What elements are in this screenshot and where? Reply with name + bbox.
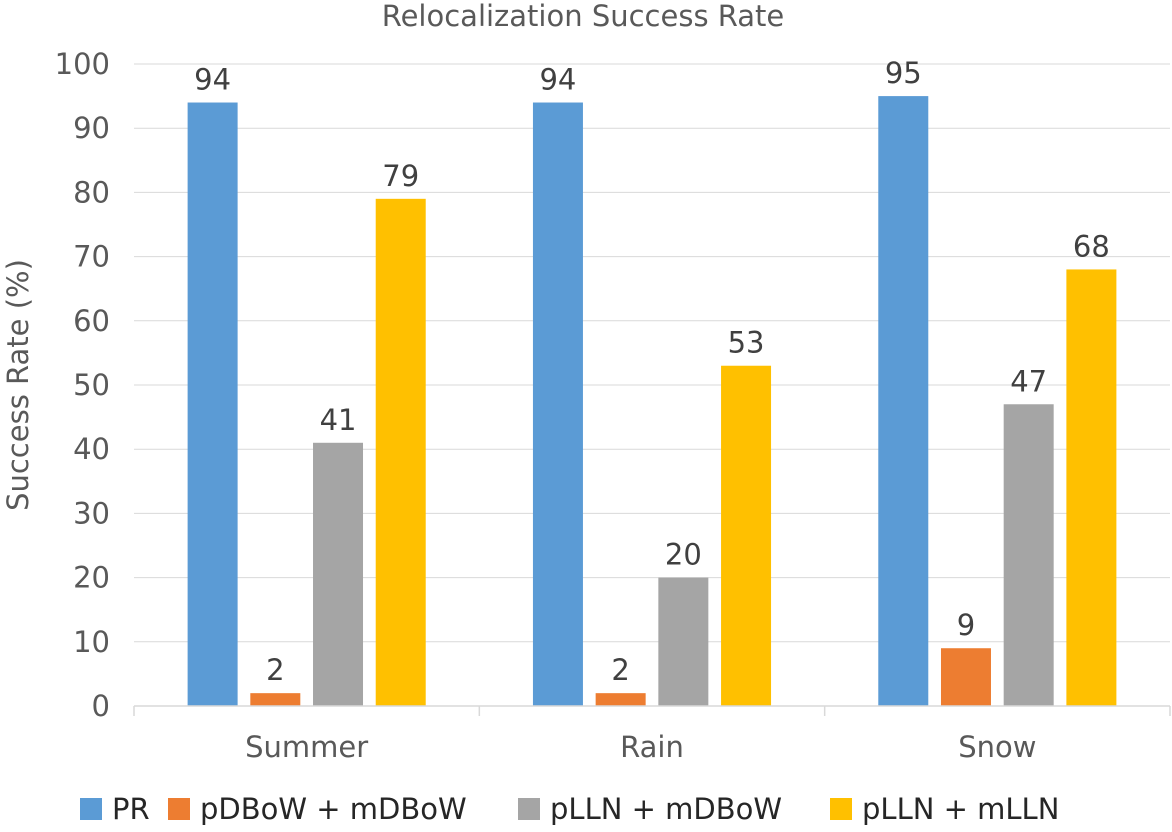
data-label: 41 (320, 403, 357, 437)
chart-title: Relocalization Success Rate (382, 0, 785, 33)
y-tick-label: 100 (55, 47, 110, 81)
data-label: 79 (382, 159, 419, 193)
data-label: 47 (1010, 364, 1047, 398)
legend: PR pDBoW + mDBoW pLLN + mDBoW pLLN + mLLN (80, 792, 1059, 826)
y-axis-ticks: 0 10 20 30 40 50 60 70 80 90 100 (55, 47, 110, 723)
y-tick-label: 10 (73, 625, 110, 659)
bar-summer-series-3 (375, 198, 426, 706)
legend-swatch (830, 798, 852, 820)
y-tick-label: 50 (73, 368, 110, 402)
bar-snow-series-1 (940, 648, 991, 706)
legend-swatch (518, 798, 540, 820)
bars (187, 96, 1117, 707)
data-label: 53 (728, 326, 765, 360)
data-label: 94 (194, 63, 231, 97)
x-tick-label: Rain (620, 730, 684, 764)
y-tick-label: 30 (73, 496, 110, 530)
x-tick-label: Snow (958, 730, 1036, 764)
data-label: 68 (1073, 229, 1110, 263)
data-label: 2 (611, 653, 629, 687)
bar-summer-series-0 (187, 102, 238, 706)
x-axis: Summer Rain Snow (133, 705, 1171, 764)
legend-label: pDBoW + mDBoW (200, 792, 467, 826)
y-tick-label: 0 (92, 689, 110, 723)
bar-snow-series-2 (1003, 404, 1054, 706)
y-tick-label: 40 (73, 432, 110, 466)
legend-swatch (168, 798, 190, 820)
y-tick-label: 70 (73, 240, 110, 274)
x-tick-label: Summer (245, 730, 368, 764)
legend-label: PR (112, 792, 150, 826)
legend-swatch (80, 798, 102, 820)
bar-rain-series-0 (532, 102, 583, 706)
y-tick-label: 90 (73, 111, 110, 145)
bar-rain-series-2 (658, 577, 709, 706)
y-tick-label: 20 (73, 561, 110, 595)
bar-rain-series-3 (721, 365, 772, 706)
data-label: 2 (266, 653, 284, 687)
bar-summer-series-2 (313, 442, 364, 706)
y-tick-label: 80 (73, 175, 110, 209)
gridlines (134, 63, 1170, 643)
bar-rain-series-1 (595, 693, 646, 706)
bar-summer-series-1 (250, 693, 301, 706)
data-label: 9 (957, 608, 975, 642)
data-label: 95 (885, 56, 922, 90)
bar-snow-series-0 (878, 96, 929, 707)
bar-snow-series-3 (1066, 269, 1117, 706)
data-label: 94 (539, 63, 576, 97)
y-axis-label: Success Rate (%) (1, 259, 35, 511)
y-tick-label: 60 (73, 304, 110, 338)
data-labels: 94 2 41 79 94 2 20 53 95 9 47 68 (194, 56, 1110, 687)
legend-label: pLLN + mLLN (862, 792, 1059, 826)
data-label: 20 (665, 538, 702, 572)
legend-label: pLLN + mDBoW (550, 792, 782, 826)
